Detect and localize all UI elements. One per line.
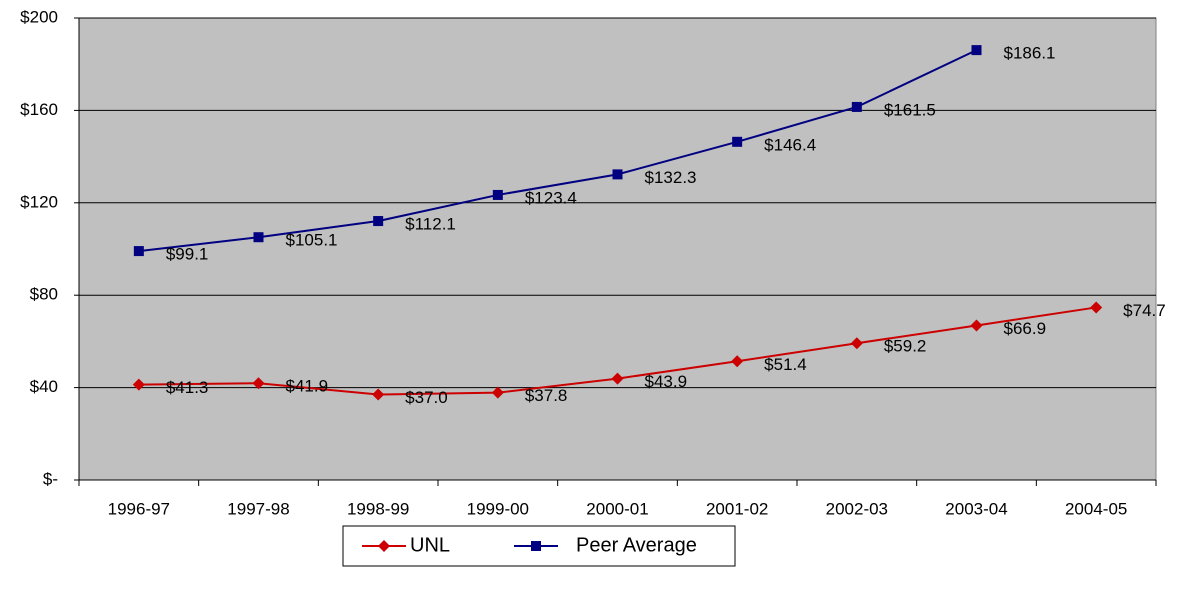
data-point <box>850 337 863 350</box>
data-label: $99.1 <box>166 245 209 264</box>
data-label: $51.4 <box>764 355 807 374</box>
x-tick-label: 1996-97 <box>108 499 170 518</box>
data-point <box>492 189 503 200</box>
y-tick-label: $80 <box>30 285 58 304</box>
x-tick-label: 1997-98 <box>227 499 289 518</box>
data-point <box>851 101 862 112</box>
data-label: $105.1 <box>286 231 338 250</box>
x-tick-label: 1999-00 <box>467 499 529 518</box>
y-tick-label: $40 <box>30 377 58 396</box>
data-point <box>372 388 385 401</box>
data-point <box>132 378 145 391</box>
y-tick-label: $160 <box>20 100 58 119</box>
data-label: $132.3 <box>645 168 697 187</box>
data-point <box>732 136 743 147</box>
data-point <box>373 216 384 227</box>
data-label: $112.1 <box>405 215 456 234</box>
x-tick-label: 2002-03 <box>826 499 888 518</box>
data-point <box>1090 301 1103 314</box>
legend-marker <box>378 540 390 552</box>
data-point <box>491 386 504 399</box>
x-tick-label: 2000-01 <box>586 499 648 518</box>
x-tick-label: 1998-99 <box>347 499 409 518</box>
data-point <box>253 232 264 243</box>
x-tick-label: 2001-02 <box>706 499 768 518</box>
data-label: $74.7 <box>1123 301 1166 320</box>
data-label: $186.1 <box>1004 44 1056 63</box>
data-point <box>971 45 982 56</box>
y-tick-label: $200 <box>20 7 58 26</box>
data-point <box>612 169 623 180</box>
data-point <box>252 377 265 390</box>
data-label: $37.8 <box>525 386 568 405</box>
data-label: $161.5 <box>884 100 936 119</box>
data-label: $66.9 <box>1004 319 1047 338</box>
x-tick-label: 2003-04 <box>945 499 1007 518</box>
x-tick-label: 2004-05 <box>1065 499 1127 518</box>
plot-area <box>78 17 1157 481</box>
data-label: $43.9 <box>645 372 688 391</box>
data-label: $123.4 <box>525 188 577 207</box>
data-label: $41.9 <box>286 377 329 396</box>
legend-marker <box>531 541 541 551</box>
data-point <box>970 319 983 332</box>
data-label: $41.3 <box>166 378 209 397</box>
y-tick-label: $- <box>43 469 58 488</box>
data-label: $37.0 <box>405 388 448 407</box>
data-point <box>611 372 624 385</box>
data-label: $146.4 <box>764 135 816 154</box>
series-line <box>138 49 977 253</box>
data-point <box>133 246 144 257</box>
data-label: $59.2 <box>884 337 927 356</box>
legend-label: UNL <box>410 534 450 556</box>
y-tick-label: $120 <box>20 192 58 211</box>
legend-label: Peer Average <box>576 534 697 556</box>
data-point <box>731 355 744 368</box>
